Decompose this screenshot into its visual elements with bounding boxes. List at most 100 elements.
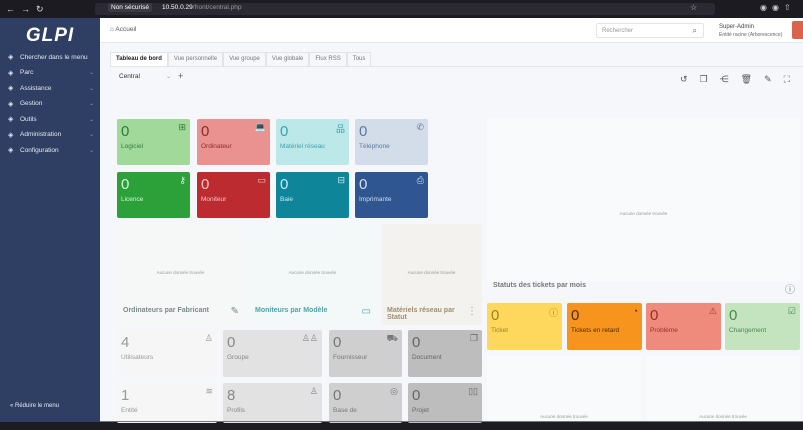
divider <box>100 421 803 422</box>
breadcrumb-home[interactable]: ⌂ Accueil <box>110 26 137 33</box>
tile-label: Logiciel <box>121 143 144 150</box>
dashboard-select[interactable]: Central ⌄ <box>119 73 171 80</box>
tile-groupe[interactable]: 0 Groupe ♙♙ <box>223 330 322 377</box>
sidebar-item-gestion[interactable]: ◈ Gestion ⌄ <box>8 100 94 108</box>
sidebar-item-chercher-dans-le-menu[interactable]: ◈ Chercher dans le menu <box>8 53 94 62</box>
avatar[interactable] <box>792 21 803 39</box>
chart-card: Aucune donnée trouvée Matériels réseau pa… <box>381 224 482 325</box>
tab-3[interactable]: Vue globale <box>265 52 310 66</box>
tab-2[interactable]: Vue groupe <box>223 52 266 66</box>
tile-label: Problème <box>650 327 678 334</box>
tile-value: 0 <box>201 123 210 140</box>
browser-extension-icons[interactable]: ◉◉⇧ <box>760 3 796 12</box>
tile-problème[interactable]: 0 Problème ⚠ <box>646 303 721 350</box>
files-icon: ❐ <box>469 333 478 343</box>
fullscreen-icon[interactable]: ⛶ <box>783 74 790 84</box>
tile-label: Matériel réseau <box>280 143 325 150</box>
tile-téléphone[interactable]: 0 Téléphone ✆ <box>355 119 428 165</box>
lifebuoy-icon: ◎ <box>390 386 398 396</box>
card-title: Ordinateurs par Fabricant <box>123 307 209 314</box>
tile-baie[interactable]: 0 Baie ⊟ <box>276 172 349 218</box>
network-icon: 品 <box>335 124 345 134</box>
tile-value: 0 <box>280 123 289 140</box>
user-icon: ♙ <box>204 333 213 343</box>
dashboard-selected: Central <box>119 73 140 80</box>
tab-1[interactable]: Vue personnelle <box>167 52 224 66</box>
tile-value: 0 <box>412 387 421 404</box>
tile-moniteur[interactable]: 0 Moniteur ▭ <box>197 172 270 218</box>
tile-entité[interactable]: 1 Entité ≋ <box>117 383 217 423</box>
tile-imprimante[interactable]: 0 Imprimante ⎙ <box>355 172 428 218</box>
add-dashboard-button[interactable]: + <box>178 71 184 81</box>
hierarchy-icon[interactable]: ⋮ <box>467 306 477 317</box>
tile-value: 0 <box>359 176 368 193</box>
user-menu[interactable]: Super-Admin Entité racine (Arborescence) <box>719 23 782 39</box>
collapse-menu-button[interactable]: « Réduire le menu <box>10 403 60 409</box>
empty-message: Aucune donnée trouvée <box>540 414 588 419</box>
search-icon[interactable]: ⌕ <box>692 26 697 35</box>
tile-tickets-en-retard[interactable]: 0 Tickets en retard ◔ <box>567 303 642 350</box>
edit-icon[interactable]: ✎ <box>764 74 772 84</box>
tile-value: 8 <box>227 387 236 404</box>
clone-icon[interactable]: ❐ <box>699 74 708 84</box>
tile-value: 0 <box>359 123 368 140</box>
tab-4[interactable]: Flux RSS <box>309 52 347 66</box>
security-badge[interactable]: Non sécurisé <box>108 3 152 12</box>
sidebar-item-administration[interactable]: ◈ Administration ⌄ <box>8 131 94 139</box>
key-icon: ⚷ <box>179 175 186 185</box>
sidebar-item-configuration[interactable]: ◈ Configuration ⌄ <box>8 146 94 155</box>
tile-label: Tickets en retard <box>571 327 620 334</box>
sidebar-item-assistance[interactable]: ◈ Assistance ⌄ <box>8 84 94 93</box>
tile-value: 1 <box>121 387 130 404</box>
briefcase-icon: ◈ <box>8 116 14 123</box>
monitor-icon[interactable]: ▭ <box>361 306 371 317</box>
chart-card: Aucune donnée trouvée Statuts des tickets… <box>487 118 800 296</box>
address-bar[interactable] <box>95 3 715 15</box>
tile-utilisateurs[interactable]: 4 Utilisateurs ♙ <box>117 330 217 377</box>
apps-icon: ⊞ <box>178 122 186 132</box>
tile-licence[interactable]: 0 Licence ⚷ <box>117 172 190 218</box>
sidebar-item-label: Assistance <box>20 84 52 92</box>
tile-document[interactable]: 0 Document ❐ <box>408 330 482 377</box>
tab-5[interactable]: Tous <box>346 52 372 66</box>
tile-ordinateur[interactable]: 0 Ordinateur 💻 <box>197 119 270 165</box>
search-input[interactable]: Rechercher ⌕ <box>596 23 704 38</box>
tile-value: 0 <box>333 387 342 404</box>
tile-profils[interactable]: 8 Profils ♙ <box>223 383 322 423</box>
tile-projet[interactable]: 0 Projet ▯▯ <box>408 383 482 423</box>
user-entity: Entité racine (Arborescence) <box>719 32 783 38</box>
tile-label: Baie <box>280 196 294 203</box>
sidebar-item-outils[interactable]: ◈ Outils ⌄ <box>8 115 94 124</box>
url-path: /front/central.php <box>192 4 242 11</box>
tile-value: 0 <box>201 176 210 193</box>
chevron-down-icon: ⌄ <box>88 85 94 92</box>
browser-nav[interactable]: ←→↻ <box>6 4 50 14</box>
tile-value: 0 <box>650 307 659 324</box>
package-icon: ◈ <box>8 69 14 77</box>
info-circle-icon[interactable]: ⓘ <box>785 285 795 296</box>
glpi-logo[interactable]: GLPI <box>25 25 75 46</box>
tile-fournisseur[interactable]: 0 Fournisseur ⛟ <box>329 330 402 377</box>
clock-icon: ◔ <box>632 306 638 316</box>
ticket-chart-title: Statuts des tickets par mois <box>493 282 586 289</box>
printer-icon: ⎙ <box>416 175 424 185</box>
users-icon: ♙♙ <box>301 333 318 343</box>
empty-message: Aucune donnée trouvée <box>156 270 205 275</box>
tile-base-de[interactable]: 0 Base de ◎ <box>329 383 402 423</box>
edit-icon[interactable]: ✎ <box>230 306 239 317</box>
tile-ticket[interactable]: 0 Ticket ⓘ <box>487 303 562 350</box>
tile-value: 0 <box>227 334 236 351</box>
sidebar-item-parc[interactable]: ◈ Parc ⌄ <box>8 69 94 77</box>
share-icon[interactable]: ⋲ <box>719 74 729 84</box>
sidebar: GLPI ◈ Chercher dans le menu ◈ Parc ⌄ ◈ Assist… <box>0 18 100 422</box>
history-icon[interactable]: ↺ <box>680 74 688 84</box>
tile-logiciel[interactable]: 0 Logiciel ⊞ <box>117 119 190 165</box>
breadcrumb-label: Accueil <box>115 26 137 33</box>
bookmark-star-icon[interactable]: ☆ <box>690 3 698 12</box>
url-text[interactable]: 10.50.0.29/front/central.php <box>162 4 242 11</box>
tile-value: 0 <box>280 176 289 193</box>
trash-icon[interactable]: 🗑 <box>740 74 753 84</box>
tile-changement[interactable]: 0 Changement ☑ <box>725 303 800 350</box>
tile-matériel-réseau[interactable]: 0 Matériel réseau 品 <box>276 119 349 165</box>
tab-0[interactable]: Tableau de bord <box>110 52 168 66</box>
